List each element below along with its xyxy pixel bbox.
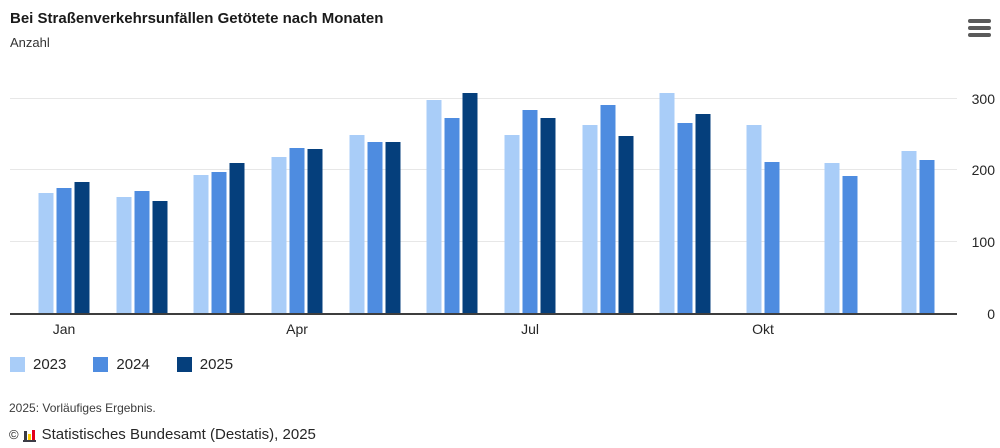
legend: 2023 2024 2025 — [10, 356, 233, 373]
bar-2025-Sep[interactable] — [695, 113, 711, 313]
y-tick-label-300: 300 — [971, 91, 995, 107]
x-tick-label-Okt: Okt — [752, 321, 774, 337]
legend-item-2023[interactable]: 2023 — [10, 356, 66, 373]
bar-2024-Feb[interactable] — [134, 191, 150, 313]
bar-2023-Jun[interactable] — [426, 99, 442, 313]
bar-group-Mär — [193, 162, 245, 313]
x-tick-label-Apr: Apr — [286, 321, 308, 337]
chart-title: Bei Straßenverkehrsunfällen Getötete nac… — [10, 10, 384, 27]
bar-group-Dez — [901, 151, 935, 313]
x-tick-label-Jul: Jul — [521, 321, 539, 337]
bar-2024-Aug[interactable] — [600, 105, 616, 313]
bar-2025-Apr[interactable] — [307, 148, 323, 313]
legend-item-2025[interactable]: 2025 — [176, 356, 234, 373]
bar-2024-Dez[interactable] — [919, 160, 935, 313]
hamburger-icon — [968, 19, 991, 23]
bar-group-Jul — [504, 109, 556, 313]
bar-2025-Jun[interactable] — [462, 93, 478, 313]
bar-group-Nov — [824, 163, 858, 313]
bar-2023-Feb[interactable] — [116, 196, 132, 313]
bar-2024-Mär[interactable] — [211, 171, 227, 313]
bar-2023-Jul[interactable] — [504, 134, 520, 313]
chart-unit-label: Anzahl — [10, 34, 50, 50]
bar-2024-Apr[interactable] — [289, 148, 305, 313]
gridline-300 — [10, 98, 957, 99]
legend-swatch-2024 — [93, 357, 109, 372]
bar-2024-Okt[interactable] — [764, 161, 780, 313]
legend-label-2025: 2025 — [199, 356, 234, 373]
copyright-symbol: © — [9, 427, 19, 442]
plot-area — [10, 85, 957, 315]
y-axis: 0 100 200 300 — [959, 85, 997, 322]
bar-2024-Jun[interactable] — [444, 118, 460, 313]
hamburger-icon — [968, 33, 991, 37]
bar-2023-Sep[interactable] — [659, 93, 675, 313]
bar-2023-Mär[interactable] — [193, 174, 209, 313]
legend-label-2023: 2023 — [33, 356, 67, 373]
bar-group-Apr — [271, 148, 323, 313]
bar-2024-Jul[interactable] — [522, 109, 538, 313]
bar-group-Mai — [349, 135, 401, 313]
bar-2025-Mär[interactable] — [229, 162, 245, 313]
bar-2024-Mai[interactable] — [367, 141, 383, 313]
bar-group-Jan — [38, 182, 90, 313]
source-text: Statistisches Bundesamt (Destatis), 2025 — [41, 426, 316, 443]
legend-swatch-2023 — [10, 357, 25, 372]
y-tick-label-100: 100 — [971, 233, 995, 250]
source-line: © Statistisches Bundesamt (Destatis), 20… — [9, 426, 316, 443]
destatis-bar-chart-logo-icon — [22, 427, 38, 442]
legend-item-2024[interactable]: 2024 — [93, 356, 150, 373]
bar-group-Okt — [746, 125, 780, 313]
hamburger-icon — [968, 26, 991, 30]
bar-2023-Apr[interactable] — [271, 156, 287, 313]
bar-2023-Mai[interactable] — [349, 135, 365, 313]
legend-label-2024: 2024 — [116, 356, 150, 373]
bar-2024-Nov[interactable] — [842, 176, 858, 313]
bar-2023-Aug[interactable] — [582, 124, 598, 313]
gridline-200 — [10, 169, 957, 171]
bar-2023-Okt[interactable] — [746, 125, 762, 313]
chart-menu-button[interactable] — [966, 15, 994, 41]
bar-2025-Aug[interactable] — [618, 136, 634, 313]
bar-2023-Jan[interactable] — [38, 193, 54, 313]
y-tick-label-0: 0 — [987, 306, 995, 322]
legend-swatch-2025 — [176, 357, 192, 372]
bar-2024-Sep[interactable] — [677, 123, 693, 313]
footnote: 2025: Vorläufiges Ergebnis. — [9, 401, 156, 415]
y-tick-label-200: 200 — [971, 162, 995, 179]
bar-2025-Mai[interactable] — [385, 141, 401, 313]
gridline-100 — [10, 240, 957, 242]
chart-header: Bei Straßenverkehrsunfällen Getötete nac… — [10, 10, 960, 50]
x-tick-label-Jan: Jan — [52, 321, 76, 337]
bar-group-Jun — [426, 93, 478, 313]
bar-2025-Jul[interactable] — [540, 117, 556, 313]
x-axis: Jan Apr Jul Okt — [10, 319, 957, 341]
bar-group-Sep — [659, 93, 711, 313]
bar-group-Aug — [582, 105, 634, 313]
bar-2023-Nov[interactable] — [824, 163, 840, 313]
bar-2024-Jan[interactable] — [56, 188, 72, 313]
bar-2023-Dez[interactable] — [901, 151, 917, 313]
bar-2025-Feb[interactable] — [152, 201, 168, 313]
bar-group-Feb — [116, 191, 168, 313]
bar-2025-Jan[interactable] — [74, 182, 90, 313]
